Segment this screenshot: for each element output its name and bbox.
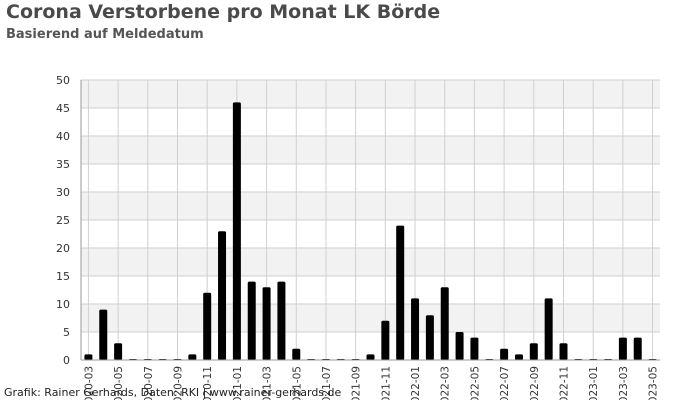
bar bbox=[455, 332, 464, 360]
x-axis-ticks: 2020-03 2020-05 2020-07 2020-09 2020-11 2021-… bbox=[83, 366, 659, 400]
bar bbox=[84, 354, 93, 360]
y-tick-label: 5 bbox=[63, 326, 70, 339]
y-tick-label: 15 bbox=[56, 270, 70, 283]
x-tick-label: 2020-07 bbox=[143, 366, 155, 400]
bar bbox=[203, 292, 212, 360]
y-tick-label: 0 bbox=[63, 354, 70, 367]
gridlines bbox=[81, 79, 660, 361]
x-tick-label: 2021-01 bbox=[232, 366, 244, 400]
bar bbox=[425, 315, 434, 360]
x-tick-label: 2023-03 bbox=[618, 366, 630, 400]
source-credit: Grafik: Rainer Gerhards, Daten: RKI | ww… bbox=[4, 386, 342, 399]
x-tick-label: 2021-11 bbox=[380, 366, 392, 400]
x-tick-label: 2020-03 bbox=[83, 366, 95, 400]
bar bbox=[262, 287, 271, 360]
y-tick-label: 30 bbox=[56, 186, 70, 199]
bar bbox=[514, 354, 523, 360]
y-tick-label: 40 bbox=[56, 130, 70, 143]
background-bands bbox=[81, 80, 660, 332]
x-tick-label: 2022-07 bbox=[499, 366, 511, 400]
bar bbox=[247, 281, 256, 360]
y-tick-label: 20 bbox=[56, 242, 70, 255]
bar bbox=[559, 343, 568, 360]
x-tick-label: 2022-11 bbox=[559, 366, 571, 400]
x-tick-label: 2020-05 bbox=[113, 366, 125, 400]
bar bbox=[232, 102, 241, 361]
y-axis-ticks: 0 5 10 15 20 25 30 35 40 45 50 bbox=[56, 74, 70, 367]
bar bbox=[292, 348, 301, 360]
bar bbox=[529, 343, 538, 360]
x-tick-label: 2020-11 bbox=[202, 366, 214, 400]
x-tick-label: 2022-05 bbox=[469, 366, 481, 400]
x-tick-label: 2021-03 bbox=[262, 366, 274, 400]
bar bbox=[544, 298, 553, 360]
bar bbox=[440, 287, 449, 360]
y-tick-label: 10 bbox=[56, 298, 70, 311]
x-tick-label: 2023-05 bbox=[648, 366, 660, 400]
bar bbox=[188, 354, 197, 360]
bar bbox=[633, 337, 642, 360]
background-band bbox=[81, 248, 660, 276]
x-tick-label: 2021-09 bbox=[351, 366, 363, 400]
background-band bbox=[81, 192, 660, 220]
background-band bbox=[81, 80, 660, 108]
x-tick-label: 2023-01 bbox=[588, 366, 600, 400]
x-tick-label: 2020-09 bbox=[173, 366, 185, 400]
bar bbox=[277, 281, 286, 360]
y-tick-label: 50 bbox=[56, 74, 70, 87]
chart-title: Corona Verstorbene pro Monat LK Börde bbox=[6, 1, 441, 23]
bar bbox=[618, 337, 627, 360]
chart-subtitle: Basierend auf Meldedatum bbox=[6, 27, 204, 42]
x-tick-label: 2022-01 bbox=[410, 366, 422, 400]
bar bbox=[114, 343, 123, 360]
bar bbox=[396, 225, 405, 360]
bar bbox=[381, 320, 390, 360]
y-tick-label: 45 bbox=[56, 102, 70, 115]
bar bbox=[411, 298, 420, 360]
background-band bbox=[81, 136, 660, 164]
bar bbox=[99, 309, 108, 360]
bar bbox=[500, 348, 509, 360]
bar bbox=[366, 354, 375, 360]
x-tick-label: 2022-03 bbox=[440, 366, 452, 400]
x-tick-label: 2022-09 bbox=[529, 366, 541, 400]
x-tick-label: 2021-05 bbox=[291, 366, 303, 400]
bar bbox=[470, 337, 479, 360]
bar bbox=[218, 231, 227, 360]
y-tick-label: 35 bbox=[56, 158, 70, 171]
bars bbox=[84, 102, 657, 361]
background-band bbox=[81, 304, 660, 332]
x-tick-label: 2021-07 bbox=[321, 366, 333, 400]
axes bbox=[80, 80, 660, 361]
y-tick-label: 25 bbox=[56, 214, 70, 227]
